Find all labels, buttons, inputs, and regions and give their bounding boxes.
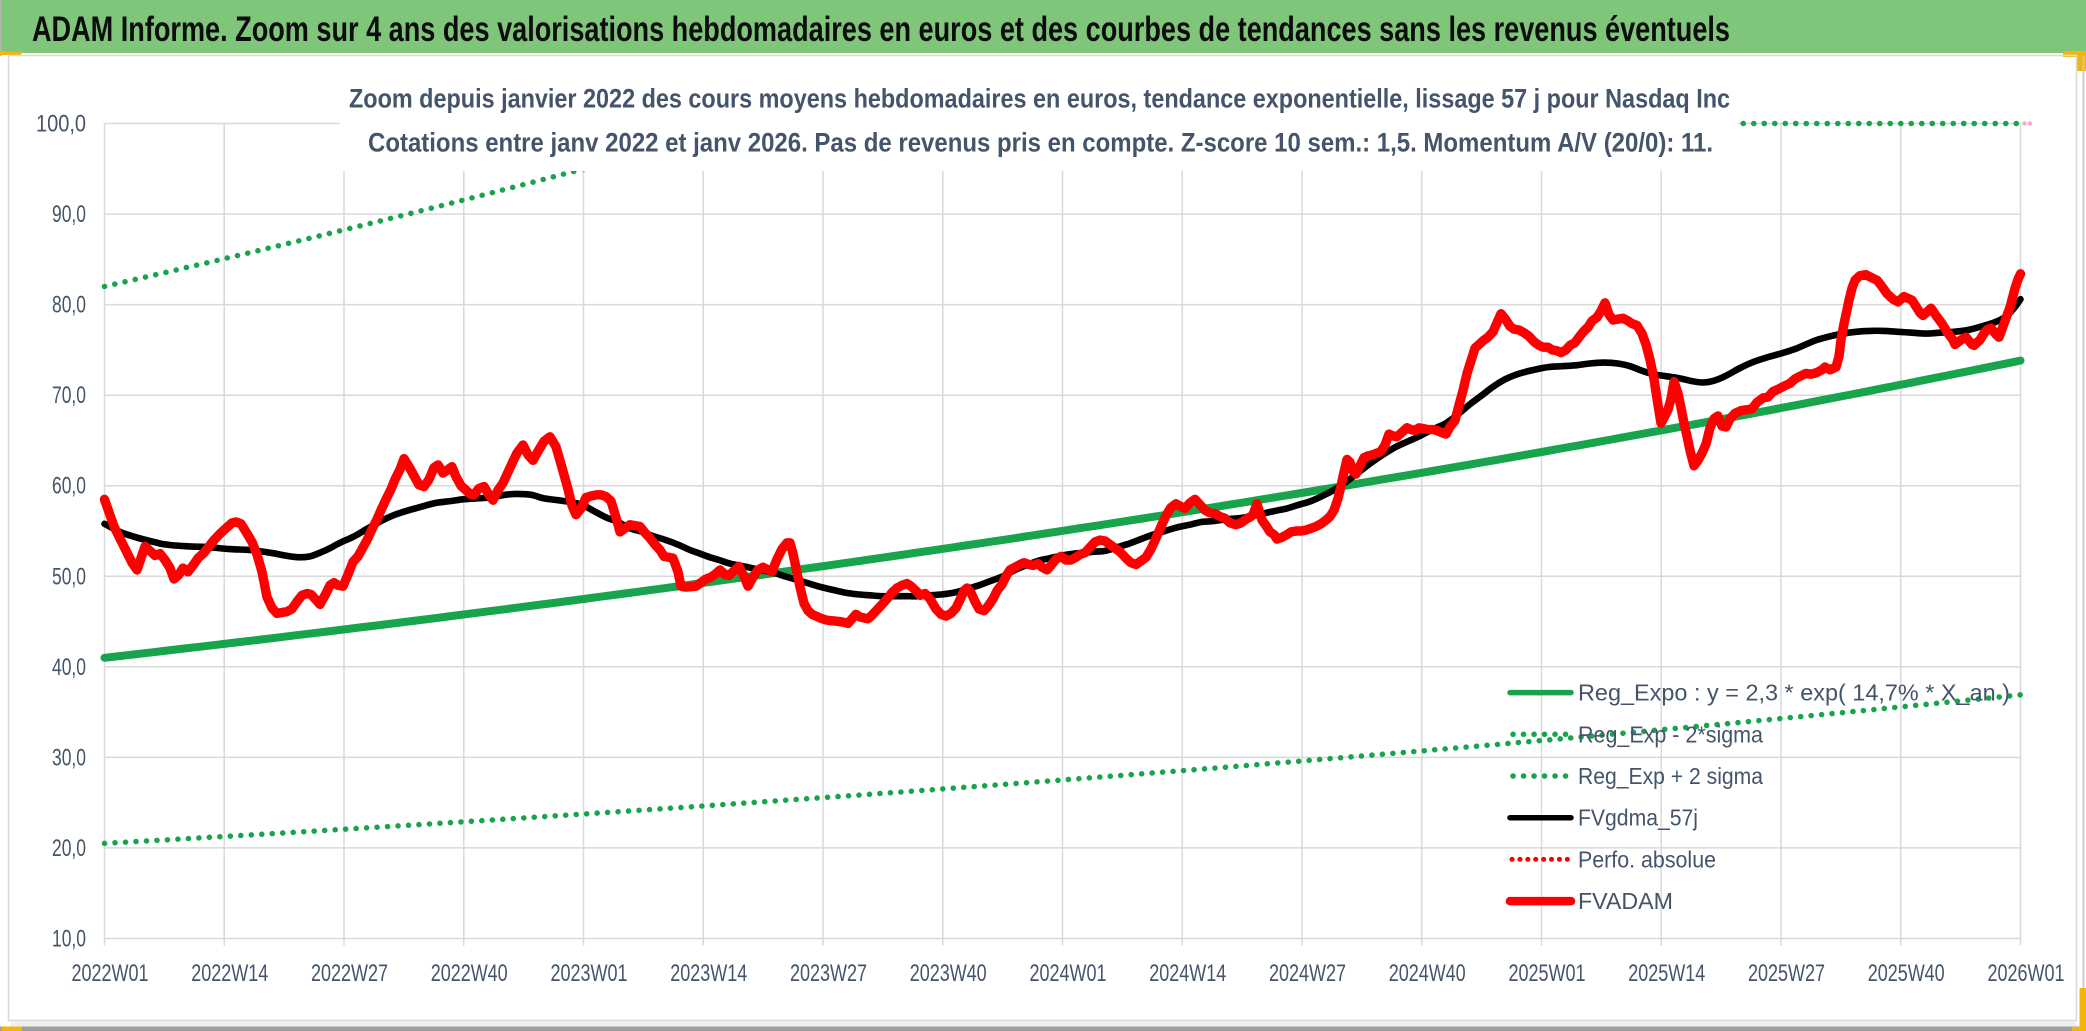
svg-text:ADAM Informe. Zoom sur 4 ans d: ADAM Informe. Zoom sur 4 ans des valoris… [32, 10, 1730, 49]
svg-text:2023W01: 2023W01 [551, 960, 628, 987]
svg-text:2025W27: 2025W27 [1748, 960, 1825, 987]
svg-text:60,0: 60,0 [52, 473, 86, 500]
svg-text:2025W40: 2025W40 [1868, 960, 1945, 987]
svg-text:2025W01: 2025W01 [1509, 960, 1586, 987]
svg-text:2023W14: 2023W14 [670, 960, 747, 987]
svg-text:2026W01: 2026W01 [1988, 960, 2065, 987]
svg-text:2023W40: 2023W40 [910, 960, 987, 987]
svg-text:90,0: 90,0 [52, 201, 86, 228]
svg-text:10,0: 10,0 [52, 926, 86, 953]
svg-text:2023W27: 2023W27 [790, 960, 867, 987]
svg-text:2024W14: 2024W14 [1149, 960, 1226, 987]
svg-text:2022W01: 2022W01 [72, 960, 149, 987]
svg-text:Reg_Exp - 2*sigma: Reg_Exp - 2*sigma [1578, 721, 1763, 747]
svg-text:20,0: 20,0 [52, 835, 86, 862]
svg-text:2025W14: 2025W14 [1628, 960, 1705, 987]
svg-text:Reg_Expo : y = 2,3 * exp( 14,7: Reg_Expo : y = 2,3 * exp( 14,7% * X_an ) [1578, 680, 2010, 706]
svg-text:2024W40: 2024W40 [1389, 960, 1466, 987]
svg-text:100,0: 100,0 [36, 111, 86, 138]
svg-text:Zoom depuis janvier 2022 des c: Zoom depuis janvier 2022 des cours moyen… [349, 84, 1730, 114]
svg-text:40,0: 40,0 [52, 654, 86, 681]
svg-text:Reg_Exp + 2 sigma: Reg_Exp + 2 sigma [1578, 763, 1763, 789]
svg-text:80,0: 80,0 [52, 292, 86, 319]
svg-text:Cotations entre janv 2022 et j: Cotations entre janv 2022 et janv 2026. … [368, 128, 1713, 158]
svg-text:2024W27: 2024W27 [1269, 960, 1346, 987]
svg-text:50,0: 50,0 [52, 563, 86, 590]
svg-text:2024W01: 2024W01 [1030, 960, 1107, 987]
svg-text:FVADAM: FVADAM [1578, 888, 1673, 914]
svg-text:70,0: 70,0 [52, 382, 86, 409]
svg-text:FVgdma_57j: FVgdma_57j [1578, 805, 1698, 831]
svg-text:2022W14: 2022W14 [191, 960, 268, 987]
svg-text:30,0: 30,0 [52, 744, 86, 771]
svg-text:2022W40: 2022W40 [431, 960, 508, 987]
svg-text:2022W27: 2022W27 [311, 960, 388, 987]
svg-text:Perfo. absolue: Perfo. absolue [1578, 846, 1716, 872]
